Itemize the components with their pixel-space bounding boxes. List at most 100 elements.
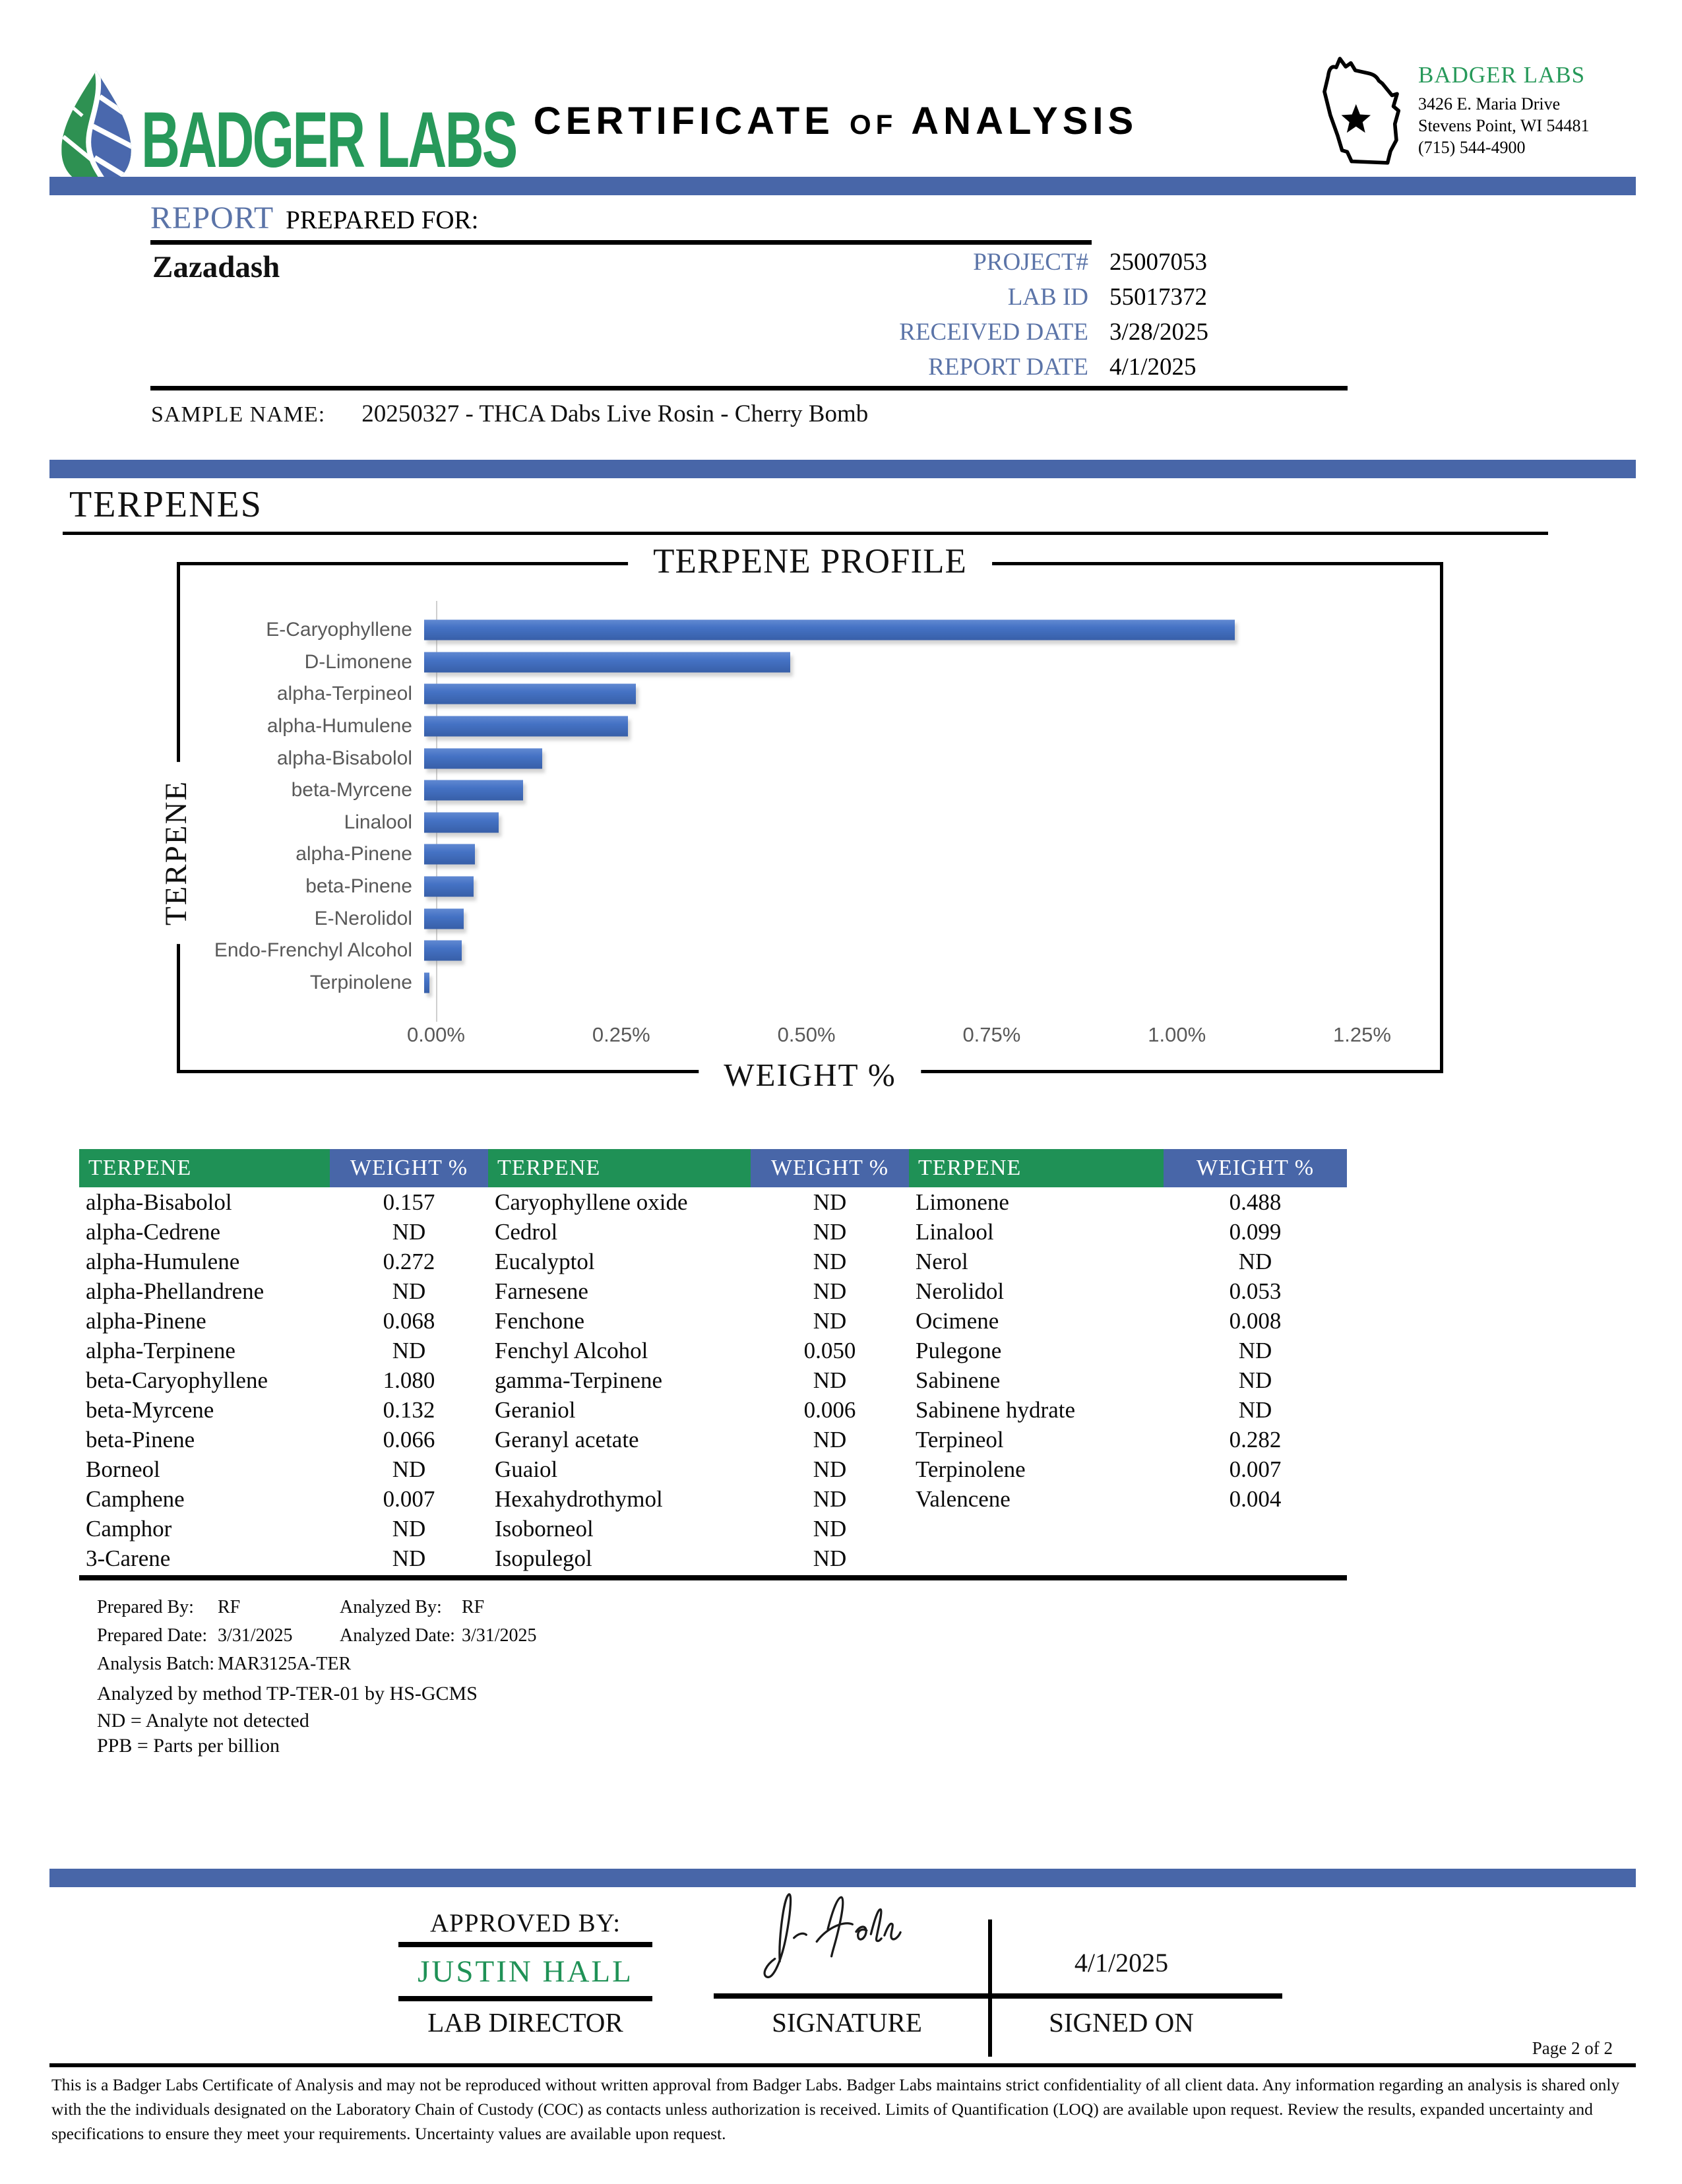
analyzed-date-value: 3/31/2025 — [462, 1625, 537, 1646]
chart-bar — [424, 716, 629, 737]
chart-bar — [424, 619, 1235, 640]
weight-value-cell: ND — [813, 1515, 847, 1542]
axis-tick-label: 0.25% — [592, 1023, 650, 1046]
table-row: alpha-Pinene 0.068 Fenchone ND Ocimene 0.008 — [79, 1306, 1347, 1336]
weight-value-cell: ND — [813, 1189, 847, 1215]
report-field-label: REPORT DATE — [928, 354, 1088, 381]
table-header-terpene-1: TERPENE — [79, 1149, 330, 1187]
analyzed-by-value: RF — [462, 1597, 485, 1617]
report-field-value: 55017372 — [1109, 284, 1207, 311]
weight-value-cell: 0.272 — [383, 1248, 435, 1274]
table-header-row: TERPENE WEIGHT % TERPENE WEIGHT % TERPEN… — [79, 1149, 1347, 1187]
ppb-definition-note: PPB = Parts per billion — [97, 1735, 280, 1757]
chart-bar-label: alpha-Humulene — [266, 715, 412, 737]
chart-bar — [424, 683, 636, 704]
analysis-batch-value: MAR3125A-TER — [218, 1654, 352, 1674]
chart-bar-row: alpha-Humulene — [200, 710, 1362, 743]
document-title-part2: ANALYSIS — [911, 100, 1138, 142]
weight-value-cell: ND — [392, 1337, 426, 1363]
terpene-name-cell: Nerolidol — [916, 1278, 1005, 1304]
terpene-name-cell: beta-Pinene — [86, 1426, 195, 1452]
chart-bar-row: beta-Myrcene — [200, 774, 1362, 807]
prepared-by-label: Prepared By: — [97, 1597, 194, 1617]
report-field-row: REPORT DATE 4/1/2025 — [597, 353, 1196, 381]
terpene-profile-chart: TERPENE PROFILE TERPENE WEIGHT % E-Caryo… — [158, 542, 1443, 1094]
chart-bar-row: alpha-Terpineol — [200, 678, 1362, 710]
signature-image — [763, 1893, 902, 1979]
axis-tick-label: 1.25% — [1333, 1023, 1391, 1046]
approved-by-rule-top — [398, 1942, 652, 1947]
report-field-value: 25007053 — [1109, 249, 1207, 276]
weight-value-cell: 0.008 — [1229, 1307, 1282, 1334]
prepared-date-value: 3/31/2025 — [218, 1625, 293, 1646]
terpene-name-cell: alpha-Humulene — [86, 1248, 240, 1274]
analyzed-date-label: Analyzed Date: — [340, 1625, 455, 1646]
table-row: alpha-Phellandrene ND Farnesene ND Nerolidol… — [79, 1276, 1347, 1306]
report-field-label: PROJECT# — [973, 249, 1088, 276]
weight-value-cell: 0.053 — [1229, 1278, 1282, 1304]
chart-bar-row: Terpinolene — [200, 967, 1362, 999]
signed-on-label: SIGNED ON — [1049, 2007, 1194, 2038]
table-header-weight-3: WEIGHT % — [1164, 1149, 1347, 1187]
terpene-name-cell: Borneol — [86, 1456, 160, 1482]
axis-tick-label: 0.50% — [777, 1023, 836, 1046]
sample-name-value: 20250327 - THCA Dabs Live Rosin - Cherry… — [361, 400, 869, 427]
method-note: Analyzed by method TP-TER-01 by HS-GCMS — [97, 1683, 478, 1704]
lab-address-block: BADGER LABS 3426 E. Maria Drive Stevens … — [1418, 63, 1590, 158]
section-title-terpenes: TERPENES — [69, 484, 263, 525]
chart-bar-track — [424, 935, 1362, 967]
chart-bar-label: alpha-Bisabolol — [276, 747, 412, 769]
table-body: alpha-Bisabolol 0.157 Caryophyllene oxide N… — [79, 1187, 1347, 1573]
chart-bar — [424, 844, 476, 865]
terpene-name-cell: Eucalyptol — [495, 1248, 595, 1274]
terpene-name-cell: alpha-Terpinene — [86, 1337, 235, 1363]
chart-bar-label: alpha-Pinene — [296, 843, 412, 865]
terpene-name-cell: beta-Myrcene — [86, 1396, 214, 1423]
terpene-name-cell: Cedrol — [495, 1218, 558, 1245]
signature-rule — [714, 1993, 1282, 1999]
terpene-name-cell: alpha-Cedrene — [86, 1218, 221, 1245]
terpene-name-cell: gamma-Terpinene — [495, 1367, 663, 1393]
chart-bar-row: E-Nerolidol — [200, 902, 1362, 935]
table-header-weight-1: WEIGHT % — [330, 1149, 488, 1187]
chart-bar-track — [424, 871, 1362, 903]
brand-wordmark: BADGER LABS — [141, 96, 518, 184]
table-row: Camphor ND Isoborneol ND — [79, 1514, 1347, 1544]
terpene-name-cell: 3-Carene — [86, 1545, 171, 1571]
chart-bar-track — [424, 678, 1362, 710]
axis-tick-label: 0.00% — [407, 1023, 465, 1046]
weight-value-cell — [1164, 1544, 1347, 1573]
chart-bar — [424, 876, 474, 897]
terpene-name-cell: alpha-Pinene — [86, 1307, 206, 1334]
chart-bar-row: Endo-Frenchyl Alcohol — [200, 935, 1362, 967]
weight-value-cell: 1.080 — [383, 1367, 435, 1393]
weight-value-cell: 0.099 — [1229, 1218, 1282, 1245]
terpene-name-cell: alpha-Bisabolol — [86, 1189, 232, 1215]
terpene-name-cell: Sabinene hydrate — [916, 1396, 1075, 1423]
terpene-name-cell: Isoborneol — [495, 1515, 594, 1542]
weight-value-cell: ND — [813, 1426, 847, 1452]
chart-bar-label: E-Nerolidol — [314, 907, 412, 929]
weight-value-cell: 0.004 — [1229, 1485, 1282, 1512]
weight-value-cell: ND — [392, 1545, 426, 1571]
weight-value-cell: ND — [392, 1515, 426, 1542]
chart-bars: E-Caryophyllene D-Limonene alpha-Terpineol… — [200, 614, 1362, 999]
table-row: alpha-Terpinene ND Fenchyl Alcohol 0.050 Pul… — [79, 1336, 1347, 1365]
chart-bar-track — [424, 838, 1362, 871]
footer-rule — [49, 2063, 1636, 2067]
approver-role: LAB DIRECTOR — [427, 2007, 623, 2038]
terpene-name-cell: Camphene — [86, 1485, 185, 1512]
chart-bar-track — [424, 967, 1362, 999]
weight-value-cell: 0.282 — [1229, 1426, 1282, 1452]
table-header-weight-2: WEIGHT % — [751, 1149, 909, 1187]
chart-bar-label: alpha-Terpineol — [276, 683, 412, 705]
weight-value-cell: 0.007 — [1229, 1456, 1282, 1482]
chart-bar-track — [424, 902, 1362, 935]
weight-value-cell: 0.068 — [383, 1307, 435, 1334]
chart-bar — [424, 812, 499, 833]
chart-bar — [424, 748, 542, 769]
table-row: alpha-Humulene 0.272 Eucalyptol ND Nerol ND — [79, 1247, 1347, 1276]
lab-phone: (715) 544-4900 — [1418, 138, 1526, 157]
terpene-name-cell: Fenchone — [495, 1307, 585, 1334]
weight-value-cell: ND — [392, 1456, 426, 1482]
